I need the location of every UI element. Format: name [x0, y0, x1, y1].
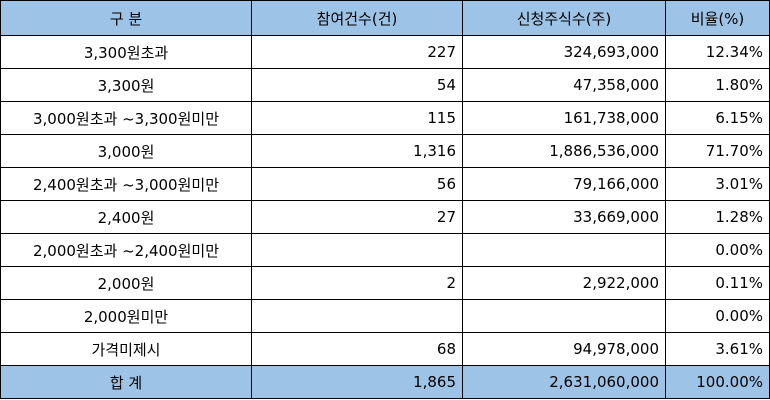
row-label: 2,400원초과 ~3,000원미만 [0, 167, 252, 201]
row-shares: 94,978,000 [462, 332, 666, 366]
table-row: 2,000원 2 2,922,000 0.11% [0, 266, 770, 300]
row-ratio: 0.11% [665, 266, 770, 300]
row-count: 56 [251, 167, 463, 201]
row-shares: 33,669,000 [462, 200, 666, 234]
total-label: 합 계 [0, 365, 252, 399]
header-category: 구 분 [0, 0, 252, 36]
row-ratio: 3.01% [665, 167, 770, 201]
table-row: 2,000원초과 ~2,400원미만 0.00% [0, 233, 770, 267]
row-label: 2,400원 [0, 200, 252, 234]
row-count [251, 233, 463, 267]
total-count: 1,865 [251, 365, 463, 399]
row-shares [462, 233, 666, 267]
row-ratio: 12.34% [665, 35, 770, 69]
row-ratio: 1.80% [665, 68, 770, 102]
row-ratio: 6.15% [665, 101, 770, 135]
table-row: 2,400원초과 ~3,000원미만 56 79,166,000 3.01% [0, 167, 770, 201]
total-shares: 2,631,060,000 [462, 365, 666, 399]
row-count: 68 [251, 332, 463, 366]
row-shares: 79,166,000 [462, 167, 666, 201]
header-ratio: 비율(%) [665, 0, 770, 36]
table-row: 3,000원 1,316 1,886,536,000 71.70% [0, 134, 770, 168]
row-label: 3,000원 [0, 134, 252, 168]
row-count: 2 [251, 266, 463, 300]
row-shares [462, 299, 666, 333]
table-row: 가격미제시 68 94,978,000 3.61% [0, 332, 770, 366]
row-shares: 2,922,000 [462, 266, 666, 300]
row-shares: 324,693,000 [462, 35, 666, 69]
row-label: 3,300원 [0, 68, 252, 102]
row-label: 2,000원 [0, 266, 252, 300]
row-label: 3,000원초과 ~3,300원미만 [0, 101, 252, 135]
row-label: 가격미제시 [0, 332, 252, 366]
header-row: 구 분 참여건수(건) 신청주식수(주) 비율(%) [0, 0, 770, 36]
row-count: 54 [251, 68, 463, 102]
row-label: 2,000원초과 ~2,400원미만 [0, 233, 252, 267]
row-ratio: 1.28% [665, 200, 770, 234]
row-shares: 47,358,000 [462, 68, 666, 102]
row-label: 2,000원미만 [0, 299, 252, 333]
table-row: 2,000원미만 0.00% [0, 299, 770, 333]
row-count: 27 [251, 200, 463, 234]
table-header: 구 분 참여건수(건) 신청주식수(주) 비율(%) [0, 0, 770, 36]
table-body: 3,300원초과 227 324,693,000 12.34% 3,300원 5… [0, 35, 770, 366]
row-count: 115 [251, 101, 463, 135]
row-ratio: 0.00% [665, 233, 770, 267]
row-count: 227 [251, 35, 463, 69]
row-ratio: 71.70% [665, 134, 770, 168]
table-row: 3,300원 54 47,358,000 1.80% [0, 68, 770, 102]
total-ratio: 100.00% [665, 365, 770, 399]
row-shares: 1,886,536,000 [462, 134, 666, 168]
table-footer: 합 계 1,865 2,631,060,000 100.00% [0, 365, 770, 399]
total-row: 합 계 1,865 2,631,060,000 100.00% [0, 365, 770, 399]
row-label: 3,300원초과 [0, 35, 252, 69]
row-count [251, 299, 463, 333]
table-row: 2,400원 27 33,669,000 1.28% [0, 200, 770, 234]
header-participation-count: 참여건수(건) [251, 0, 463, 36]
header-requested-shares: 신청주식수(주) [462, 0, 666, 36]
row-ratio: 0.00% [665, 299, 770, 333]
row-count: 1,316 [251, 134, 463, 168]
table-row: 3,300원초과 227 324,693,000 12.34% [0, 35, 770, 69]
table-row: 3,000원초과 ~3,300원미만 115 161,738,000 6.15% [0, 101, 770, 135]
row-shares: 161,738,000 [462, 101, 666, 135]
row-ratio: 3.61% [665, 332, 770, 366]
